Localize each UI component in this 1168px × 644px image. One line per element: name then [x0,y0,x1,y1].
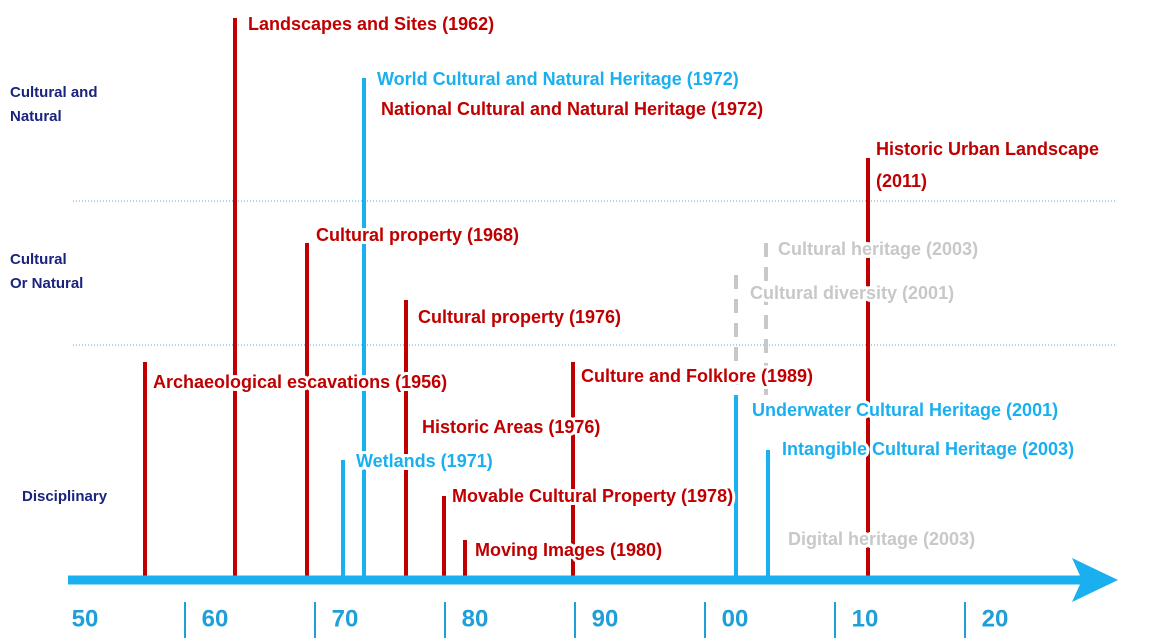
event-label: World Cultural and Natural Heritage (197… [377,69,739,89]
event-label: Moving Images (1980) [475,540,662,560]
decade-label: 20 [982,605,1009,632]
event-label: Underwater Cultural Heritage (2001) [752,400,1058,420]
event-label: Movable Cultural Property (1978) [452,486,733,506]
event-label: Cultural heritage (2003) [778,239,978,259]
event-label: National Cultural and Natural Heritage (… [381,99,763,119]
decade-label: 80 [462,605,489,632]
event-lines [143,18,870,578]
event-label: Cultural property (1976) [418,307,621,327]
event-label: Cultural property (1968) [316,225,519,245]
decade-label: 90 [592,605,619,632]
row-label: Cultural and [10,84,98,101]
event-label: Digital heritage (2003) [788,529,975,549]
row-label: Or Natural [10,275,83,292]
decade-label: 00 [722,605,749,632]
row-label: Disciplinary [22,488,108,505]
event-label: Cultural diversity (2001) [750,283,954,303]
event-label: Landscapes and Sites (1962) [248,14,494,34]
event-label: Archaeological escavations (1956) [153,372,447,392]
event-label: Historic Urban Landscape [876,139,1099,159]
decade-label: 70 [332,605,359,632]
event-label: Culture and Folklore (1989) [581,366,813,386]
row-label: Natural [10,108,62,125]
axis-arrow [1072,558,1118,602]
event-label: Wetlands (1971) [356,451,493,471]
event-label: Historic Areas (1976) [422,417,600,437]
decade-label: 10 [852,605,879,632]
event-label: Intangible Cultural Heritage (2003) [782,439,1074,459]
labels: Archaeological escavations (1956) Landsca… [10,11,1102,638]
row-label: Cultural [10,251,67,268]
decade-label: 50 [72,605,99,632]
decade-label: 60 [202,605,229,632]
event-label: (2011) [876,171,927,191]
